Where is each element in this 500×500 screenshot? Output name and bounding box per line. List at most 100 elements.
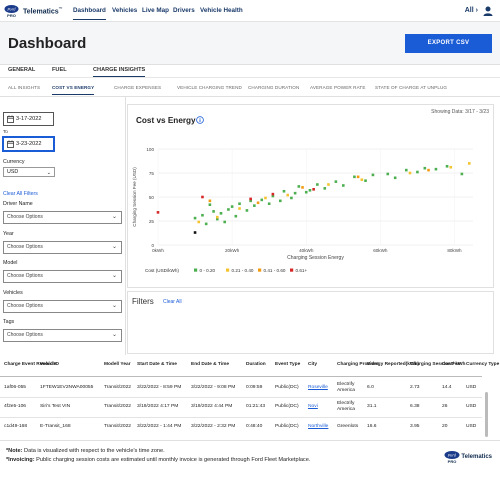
footer-brand: Telematics: [461, 454, 492, 460]
col-header-cost-kwh[interactable]: Cost/ kWh: [442, 362, 466, 367]
data-point: [223, 220, 227, 224]
table-cell: USD: [466, 404, 477, 409]
tab-fuel[interactable]: FUEL: [52, 67, 67, 73]
data-point: [234, 214, 238, 218]
data-point: [208, 203, 212, 206]
legend-title: Cost (USD/kWh): [145, 268, 179, 273]
model-label: Model: [3, 260, 18, 266]
data-point: [427, 168, 430, 172]
subtab-average-power-rate[interactable]: AVERAGE POWER RATE: [310, 85, 366, 90]
invoicing-note: *Invoicing: Public charging session cost…: [6, 457, 311, 463]
subtab-charging-duration[interactable]: CHARGING DURATION: [248, 85, 300, 90]
data-point: [193, 216, 197, 220]
driver-name-select[interactable]: Choose Options ⌄: [3, 211, 122, 224]
to-date-field[interactable]: 3-23-2022: [3, 137, 54, 151]
charge-events-table: Charge Event Record ID Vehicle Model/ Ye…: [0, 358, 500, 438]
col-header-record-id[interactable]: Charge Event Record ID: [4, 362, 59, 367]
tags-label: Tags: [3, 319, 15, 325]
filters-clear-all-link[interactable]: Clear All: [163, 299, 182, 305]
table-cell: Public(DC): [275, 404, 299, 409]
chevron-down-icon: ⌄: [111, 214, 117, 220]
chart-title: Cost vs Energy: [136, 116, 196, 125]
col-header-energy[interactable]: Energy Reported(kWh): [367, 362, 419, 367]
table-cell: 6.0: [367, 385, 374, 390]
nav-vehicle-health[interactable]: Vehicle Health: [200, 7, 243, 14]
data-point: [238, 202, 241, 206]
col-header-fee[interactable]: Charging Session Fee: [410, 362, 461, 367]
table-cell: Electrify America: [337, 382, 355, 393]
table-cell: 6.38: [410, 404, 420, 409]
data-point: [267, 202, 271, 206]
col-header-duration[interactable]: Duration: [246, 362, 266, 367]
data-point: [356, 175, 360, 179]
data-point: [271, 192, 275, 196]
nav-drivers[interactable]: Drivers: [173, 7, 195, 14]
data-point: [434, 167, 438, 171]
clear-all-filters-link[interactable]: Clear All Filters: [3, 191, 38, 197]
footer: *Note: Data is visualized with respect t…: [0, 440, 500, 500]
x-axis-label: Charging Session Energy: [287, 255, 344, 261]
ford-pro-logo[interactable]: Ford PRO: [4, 4, 19, 18]
data-point: [386, 172, 390, 176]
data-point: [156, 211, 160, 214]
data-point: [215, 217, 219, 221]
legend-entry: 0.41 - 0.60: [264, 268, 286, 273]
x-tick-label: 80kWh: [447, 248, 462, 253]
export-csv-button[interactable]: EXPORT CSV: [405, 34, 492, 53]
vehicles-select[interactable]: Choose Options ⌄: [3, 300, 122, 313]
account-selector[interactable]: All ›: [464, 7, 478, 14]
subtab-cost-vs-energy[interactable]: COST VS ENERGY: [52, 85, 95, 95]
data-point: [308, 188, 312, 192]
col-header-vehicle[interactable]: Vehicle: [40, 362, 57, 367]
chevron-right-icon: ›: [475, 7, 478, 14]
data-point: [371, 173, 375, 177]
col-header-provider[interactable]: Charging Provider: [337, 362, 379, 367]
city-link[interactable]: Novi: [308, 404, 318, 409]
currency-select[interactable]: USD ⌄: [3, 167, 55, 177]
city-link[interactable]: Northville: [308, 424, 329, 429]
data-point: [364, 179, 367, 182]
subtab-vehicle-charging-trend[interactable]: VEHICLE CHARGING TREND: [177, 85, 242, 90]
col-header-start[interactable]: Start Date & Time: [137, 362, 177, 367]
col-header-model-year[interactable]: Model/ Year: [104, 362, 131, 367]
nav-vehicles[interactable]: Vehicles: [112, 7, 138, 14]
table-cell: 2.73: [410, 385, 420, 390]
table-cell: 14.4: [442, 385, 452, 390]
city-link[interactable]: Roseville: [308, 385, 328, 390]
chevron-down-icon: ⌄: [111, 303, 117, 309]
x-tick-label: 0kWh: [152, 248, 164, 253]
data-point: [290, 196, 293, 200]
currency-label: Currency: [3, 159, 25, 165]
data-point: [245, 209, 249, 212]
subtab-charge-expenses[interactable]: CHARGE EXPENSES: [114, 85, 162, 90]
col-header-currency[interactable]: Currency Type: [466, 362, 500, 367]
data-point: [323, 187, 327, 190]
col-header-city[interactable]: City: [308, 362, 318, 367]
subtab-all-insights[interactable]: ALL INSIGHTS: [8, 85, 41, 90]
table-cell: USD: [466, 424, 477, 429]
ford-pro-logo: Ford PRO: [444, 451, 460, 464]
model-select[interactable]: Choose Options ⌄: [3, 270, 122, 283]
tab-charge-insights[interactable]: CHARGE INSIGHTS: [93, 67, 146, 77]
user-icon[interactable]: [482, 5, 494, 17]
data-point: [301, 186, 304, 189]
col-header-event-type[interactable]: Event Type: [275, 362, 301, 367]
tags-select[interactable]: Choose Options ⌄: [3, 329, 122, 342]
subtab-state-of-charge[interactable]: STATE OF CHARGE AT UNPLUG: [375, 85, 448, 90]
data-point: [286, 193, 290, 197]
table-scrollbar[interactable]: [485, 392, 488, 437]
calendar-icon: [7, 115, 14, 123]
col-header-end[interactable]: End Date & Time: [191, 362, 230, 367]
tab-general[interactable]: GENERAL: [8, 67, 36, 73]
table-cell: 26: [442, 404, 448, 409]
nav-live-map[interactable]: Live Map: [142, 7, 169, 14]
data-point: [460, 172, 464, 176]
data-point: [360, 178, 364, 182]
info-icon[interactable]: [196, 116, 204, 124]
from-date-field[interactable]: 3-17-2022: [3, 112, 54, 126]
nav-dashboard[interactable]: Dashboard: [73, 7, 106, 20]
table-cell: 3/22/2022 - 8:59 PM: [137, 385, 182, 390]
year-select[interactable]: Choose Options ⌄: [3, 241, 122, 254]
table-cell: USD: [466, 385, 477, 390]
page-header: Dashboard EXPORT CSV: [0, 22, 500, 65]
